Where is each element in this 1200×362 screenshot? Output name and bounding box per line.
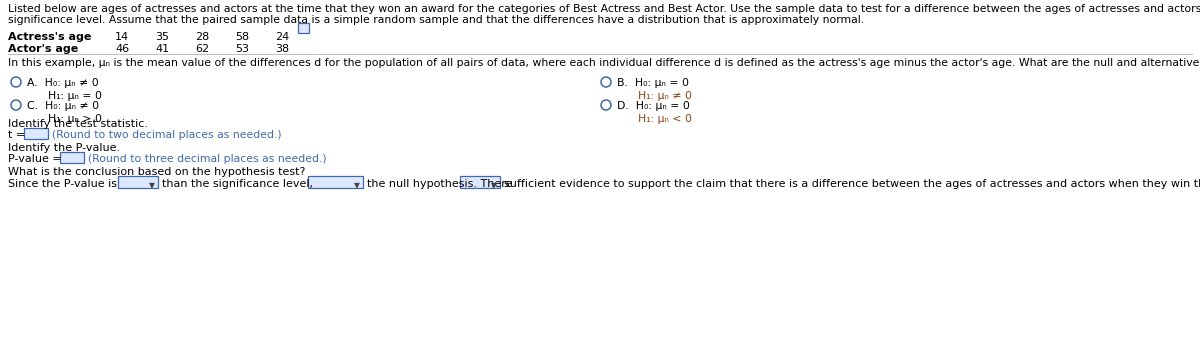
FancyBboxPatch shape bbox=[60, 152, 84, 163]
Text: ▼: ▼ bbox=[491, 181, 497, 190]
Text: 41: 41 bbox=[155, 44, 169, 54]
Text: ▼: ▼ bbox=[149, 181, 155, 190]
Text: 24: 24 bbox=[275, 32, 289, 42]
Text: In this example, μₙ is the mean value of the differences d for the population of: In this example, μₙ is the mean value of… bbox=[8, 58, 1200, 68]
Text: Since the P-value is: Since the P-value is bbox=[8, 179, 118, 189]
Text: (Round to three decimal places as needed.): (Round to three decimal places as needed… bbox=[88, 154, 326, 164]
Text: 14: 14 bbox=[115, 32, 130, 42]
Text: ▼: ▼ bbox=[354, 181, 360, 190]
Text: (Round to two decimal places as needed.): (Round to two decimal places as needed.) bbox=[52, 130, 282, 140]
Text: 38: 38 bbox=[275, 44, 289, 54]
Text: Actress's age: Actress's age bbox=[8, 32, 91, 42]
Text: What is the conclusion based on the hypothesis test?: What is the conclusion based on the hypo… bbox=[8, 167, 305, 177]
Text: H₁: μₙ < 0: H₁: μₙ < 0 bbox=[638, 114, 692, 124]
Text: 62: 62 bbox=[194, 44, 209, 54]
Text: 58: 58 bbox=[235, 32, 250, 42]
Text: Listed below are ages of actresses and actors at the time that they won an award: Listed below are ages of actresses and a… bbox=[8, 4, 1200, 14]
FancyBboxPatch shape bbox=[298, 23, 310, 33]
Text: significance level. Assume that the paired sample data is a simple random sample: significance level. Assume that the pair… bbox=[8, 15, 864, 25]
Text: H₁: μₙ = 0: H₁: μₙ = 0 bbox=[48, 91, 102, 101]
Text: Identify the test statistic.: Identify the test statistic. bbox=[8, 119, 148, 129]
Text: than the significance level,: than the significance level, bbox=[162, 179, 313, 189]
Text: H₁: μₙ > 0: H₁: μₙ > 0 bbox=[48, 114, 102, 124]
Text: t =: t = bbox=[8, 130, 25, 140]
Text: D.  H₀: μₙ = 0: D. H₀: μₙ = 0 bbox=[617, 101, 690, 111]
FancyBboxPatch shape bbox=[24, 128, 48, 139]
Text: 53: 53 bbox=[235, 44, 250, 54]
Text: H₁: μₙ ≠ 0: H₁: μₙ ≠ 0 bbox=[638, 91, 692, 101]
Text: C.  H₀: μₙ ≠ 0: C. H₀: μₙ ≠ 0 bbox=[28, 101, 100, 111]
Text: the null hypothesis. There: the null hypothesis. There bbox=[367, 179, 512, 189]
Text: Identify the P-value.: Identify the P-value. bbox=[8, 143, 120, 153]
FancyBboxPatch shape bbox=[118, 176, 158, 188]
Text: 28: 28 bbox=[194, 32, 209, 42]
Text: B.  H₀: μₙ = 0: B. H₀: μₙ = 0 bbox=[617, 78, 689, 88]
FancyBboxPatch shape bbox=[308, 176, 364, 188]
FancyBboxPatch shape bbox=[460, 176, 500, 188]
Text: Actor's age: Actor's age bbox=[8, 44, 78, 54]
Text: P-value =: P-value = bbox=[8, 154, 61, 164]
Text: 46: 46 bbox=[115, 44, 130, 54]
Text: 35: 35 bbox=[155, 32, 169, 42]
Text: A.  H₀: μₙ ≠ 0: A. H₀: μₙ ≠ 0 bbox=[28, 78, 98, 88]
Text: sufficient evidence to support the claim that there is a difference between the : sufficient evidence to support the claim… bbox=[504, 179, 1200, 189]
